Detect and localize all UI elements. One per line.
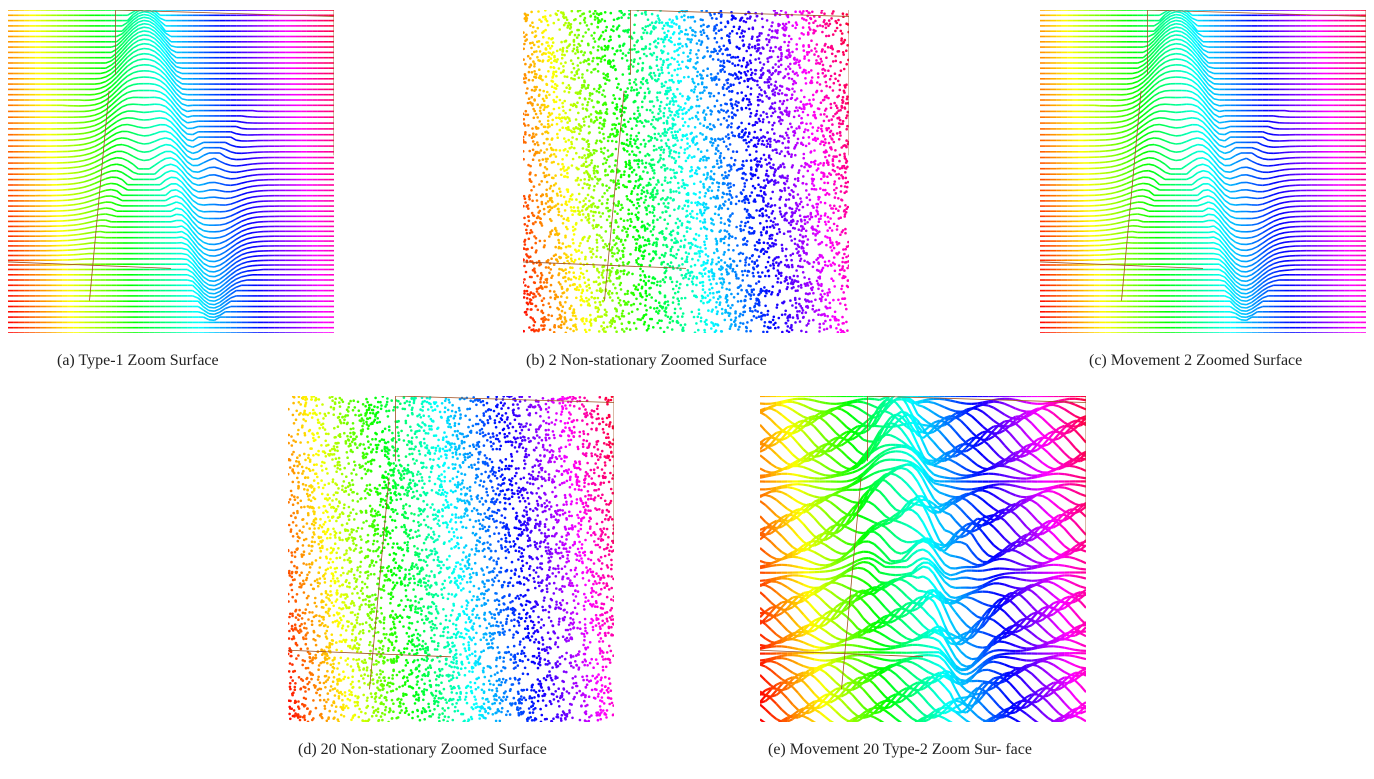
panel-b-image [523,10,849,333]
caption-c: (c) Movement 2 Zoomed Surface [1089,352,1302,370]
caption-a: (a) Type-1 Zoom Surface [57,352,219,370]
caption-e: (e) Movement 20 Type-2 Zoom Sur- face [768,741,1068,759]
surface-plot-d [288,396,614,722]
caption-b: (b) 2 Non-stationary Zoomed Surface [526,352,767,370]
panel-e-image [760,396,1086,722]
surface-plot-e [760,396,1086,722]
surface-plot-b [523,10,849,333]
surface-plot-a [8,10,334,333]
caption-d: (d) 20 Non-stationary Zoomed Surface [298,741,547,759]
panel-a-image [8,10,334,333]
panel-c-image [1040,10,1366,333]
panel-d-image [288,396,614,722]
surface-plot-c [1040,10,1366,333]
